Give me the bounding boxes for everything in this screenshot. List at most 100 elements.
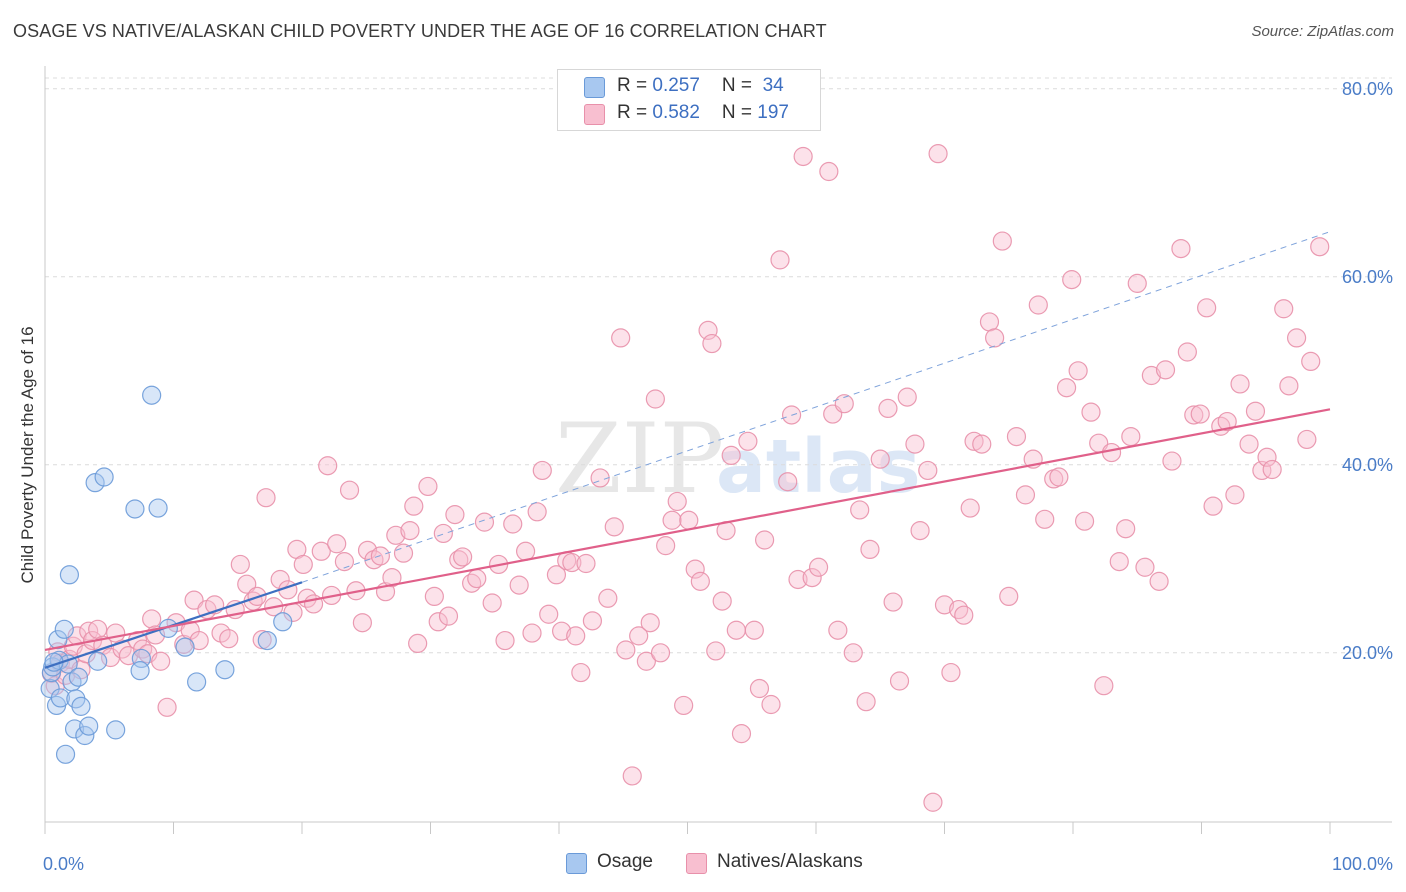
natives-alaskans-point bbox=[928, 144, 948, 164]
natives-alaskans-point bbox=[1262, 459, 1282, 480]
natives-alaskans-point bbox=[690, 571, 710, 591]
natives-alaskans-point bbox=[482, 593, 502, 613]
natives-alaskans-point bbox=[949, 599, 969, 620]
natives-alaskans-point bbox=[467, 568, 487, 589]
natives-alaskans-point bbox=[731, 724, 752, 744]
legend-r-label: R = bbox=[617, 75, 653, 96]
natives-alaskans-point bbox=[1225, 485, 1245, 505]
natives-alaskans-point bbox=[1074, 511, 1095, 531]
natives-alaskans-point bbox=[237, 574, 257, 594]
natives-alaskans-point bbox=[650, 643, 671, 663]
natives-alaskans-point bbox=[918, 460, 938, 481]
watermark-atlas: atlas bbox=[716, 424, 921, 510]
natives-alaskans-point bbox=[551, 621, 572, 641]
natives-alaskans-point bbox=[219, 629, 239, 649]
natives-alaskans-point bbox=[897, 387, 917, 407]
natives-alaskans-point bbox=[1028, 295, 1048, 315]
osage-point bbox=[54, 619, 74, 639]
natives-alaskans-point bbox=[1062, 270, 1082, 290]
natives-alaskans-point bbox=[418, 476, 438, 497]
natives-alaskans-point bbox=[793, 146, 813, 167]
natives-alaskans-point bbox=[566, 626, 586, 646]
natives-alaskans-point bbox=[1035, 509, 1055, 529]
natives-alaskans-point bbox=[754, 530, 775, 550]
natives-alaskans-point bbox=[404, 496, 424, 516]
natives-alaskans-point bbox=[598, 588, 618, 608]
natives-alaskans-point bbox=[189, 630, 209, 651]
natives-alaskans-point bbox=[616, 640, 636, 660]
natives-alaskans-point bbox=[910, 520, 930, 541]
natives-alaskans-point bbox=[527, 502, 547, 522]
natives-alaskans-point bbox=[382, 567, 402, 588]
natives-alaskans-point bbox=[1162, 451, 1182, 471]
natives-alaskans-point bbox=[515, 541, 536, 561]
natives-alaskans-point bbox=[883, 592, 903, 612]
osage-point bbox=[187, 672, 207, 692]
osage-point bbox=[94, 467, 114, 487]
legend-n-value-osage: 34 bbox=[757, 75, 784, 96]
trend-lines bbox=[44, 231, 1331, 669]
osage-point bbox=[55, 744, 76, 764]
natives-alaskans-point bbox=[438, 606, 459, 626]
natives-alaskans-point bbox=[702, 333, 722, 354]
natives-alaskans-point bbox=[1239, 434, 1259, 454]
legend-n-label: N = bbox=[721, 102, 758, 123]
osage-point bbox=[88, 651, 108, 671]
legend-r-label: R = bbox=[617, 102, 653, 123]
natives-alaskans-point bbox=[142, 609, 162, 629]
bottom-legend-label-natives: Natives/Alaskans bbox=[717, 851, 863, 872]
natives-alaskans-point bbox=[1127, 273, 1147, 293]
natives-alaskans-point bbox=[88, 619, 108, 639]
natives-alaskans-point bbox=[778, 472, 798, 492]
natives-alaskans-point bbox=[674, 695, 694, 716]
natives-alaskans-point bbox=[843, 643, 863, 663]
natives-alaskans-point bbox=[1203, 496, 1223, 516]
natives-alaskans-point bbox=[1101, 442, 1122, 463]
natives-alaskans-point bbox=[453, 547, 473, 567]
natives-alaskans-point bbox=[808, 557, 829, 577]
natives-alaskans-point bbox=[393, 543, 414, 563]
natives-alaskans-point bbox=[972, 434, 992, 454]
y-axis-title: Child Poverty Under the Age of 16 bbox=[18, 326, 37, 583]
natives-alaskans-point bbox=[979, 312, 1000, 332]
legend-n-value-natives: 197 bbox=[757, 102, 789, 123]
natives-alaskans-point bbox=[721, 445, 741, 465]
natives-alaskans-point bbox=[712, 591, 732, 611]
bottom-legend-label-osage: Osage bbox=[597, 851, 653, 872]
natives-alaskans-point bbox=[400, 520, 420, 541]
natives-alaskans-point bbox=[532, 460, 552, 481]
natives-alaskans-point bbox=[1056, 378, 1077, 398]
natives-alaskans-point bbox=[571, 662, 591, 683]
osage-point bbox=[85, 473, 105, 493]
natives-alaskans-point bbox=[230, 554, 250, 575]
natives-alaskans-point bbox=[1301, 351, 1321, 371]
series-osage bbox=[40, 385, 293, 764]
natives-alaskans-point bbox=[1109, 552, 1129, 572]
natives-alaskans-point bbox=[327, 534, 347, 554]
natives-alaskans-point bbox=[905, 434, 925, 454]
natives-alaskans-point bbox=[428, 612, 448, 632]
natives-alaskans-point bbox=[1245, 401, 1266, 421]
natives-alaskans-point bbox=[860, 539, 880, 560]
natives-alaskans-point bbox=[870, 449, 890, 469]
natives-alaskans-point bbox=[1177, 342, 1197, 362]
natives-alaskans-point bbox=[611, 328, 631, 348]
legend-n-label: N = bbox=[721, 75, 758, 96]
natives-alaskans-point bbox=[1141, 365, 1161, 386]
natives-alaskans-point bbox=[738, 431, 758, 451]
osage-point bbox=[273, 612, 293, 632]
natives-alaskans-point bbox=[645, 389, 665, 409]
natives-alaskans-point bbox=[546, 565, 567, 585]
natives-alaskans-point bbox=[1257, 447, 1277, 467]
axis-labels: 20.0% 40.0% 60.0% 80.0% 0.0% 100.0% Child Pove… bbox=[18, 79, 1393, 874]
natives-alaskans-point bbox=[770, 250, 790, 270]
natives-alaskans-point bbox=[509, 575, 529, 595]
natives-alaskans-point bbox=[311, 541, 331, 561]
natives-trend-line bbox=[44, 408, 1331, 652]
natives-alaskans-point bbox=[522, 623, 542, 643]
y-tick-label: 80.0% bbox=[1342, 79, 1393, 99]
osage-point bbox=[71, 696, 91, 716]
osage-point bbox=[131, 648, 151, 669]
natives-alaskans-point bbox=[999, 586, 1019, 607]
